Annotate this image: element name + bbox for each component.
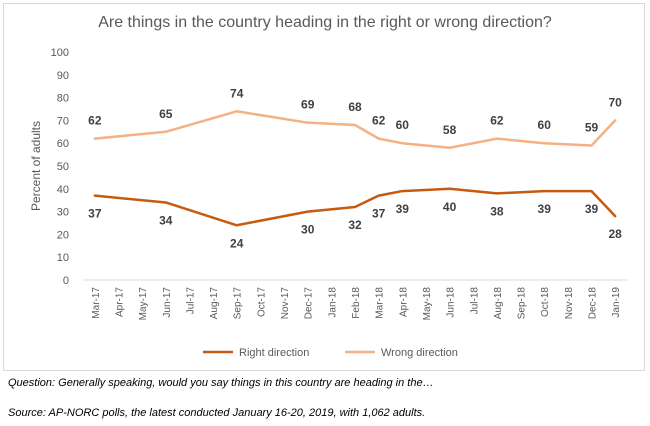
data-label: 32	[348, 218, 362, 232]
y-tick-label: 20	[57, 229, 69, 241]
data-label: 74	[230, 86, 244, 100]
data-label: 59	[585, 120, 599, 134]
data-label: 37	[88, 207, 102, 221]
series-layer	[93, 110, 617, 227]
series-line-wrong-direction	[93, 110, 617, 150]
data-label: 62	[490, 114, 504, 128]
x-tick-label: Sep-17	[233, 287, 244, 320]
data-label: 24	[230, 236, 244, 250]
x-tick-label: Jan-19	[611, 287, 622, 318]
data-label: 38	[490, 204, 504, 218]
question-footnote: Question: Generally speaking, would you …	[8, 377, 434, 389]
legend-label: Right direction	[239, 347, 309, 359]
y-tick-label: 70	[57, 115, 69, 127]
y-tick-label: 90	[57, 70, 69, 82]
x-tick-label: Nov-18	[564, 287, 575, 320]
x-axis: Mar-17 Apr-17 May-17 Jun-17 Jul-17 Aug-17 Sep-…	[83, 279, 627, 321]
x-tick-label: Jun-18	[446, 287, 457, 318]
x-tick-label: Nov-17	[280, 287, 291, 320]
x-tick-label: Sep-18	[517, 287, 528, 320]
data-label: 34	[159, 213, 173, 227]
y-tick-label: 80	[57, 93, 69, 105]
x-tick-label: Oct-18	[540, 287, 551, 317]
x-tick-label: Jul-18	[469, 287, 480, 315]
data-label: 69	[301, 98, 315, 112]
x-tick-label: Oct-17	[256, 287, 267, 317]
source-footnote: Source: AP-NORC polls, the latest conduc…	[8, 407, 426, 419]
data-label: 70	[608, 95, 622, 109]
chart-frame	[3, 3, 645, 371]
x-tick-label: Jun-17	[162, 287, 173, 318]
y-tick-label: 40	[57, 184, 69, 196]
x-tick-label: Aug-17	[209, 287, 220, 320]
legend: Right direction Wrong direction	[203, 347, 458, 359]
y-tick-label: 0	[63, 275, 69, 287]
legend-label: Wrong direction	[381, 347, 458, 359]
x-tick-label: Jul-17	[185, 287, 196, 315]
x-tick-label: Feb-18	[351, 287, 362, 319]
x-tick-label: Apr-17	[114, 287, 125, 317]
y-tick-label: 30	[57, 207, 69, 219]
data-label: 39	[538, 202, 552, 216]
data-label: 39	[585, 202, 599, 216]
x-tick-label: Mar-18	[375, 287, 386, 319]
data-label: 62	[372, 114, 386, 128]
data-label: 30	[301, 223, 315, 237]
series-line-right-direction	[93, 187, 617, 227]
x-tick-label: Apr-18	[398, 287, 409, 317]
x-tick-label: Dec-17	[304, 287, 315, 320]
x-tick-label: May-18	[422, 287, 433, 321]
y-tick-label: 60	[57, 138, 69, 150]
data-label: 37	[372, 207, 386, 221]
data-label: 60	[396, 118, 410, 132]
data-label: 60	[538, 118, 552, 132]
data-label: 68	[348, 100, 362, 114]
data-label: 28	[608, 227, 622, 241]
x-tick-label: Jan-18	[327, 287, 338, 318]
chart-title: Are things in the country heading in the…	[98, 14, 552, 31]
y-tick-label: 10	[57, 252, 69, 264]
y-axis: 0 10 20 30 40 50 60 70 80 90 100 Percent of adults	[29, 47, 69, 287]
y-axis-title: Percent of adults	[29, 121, 43, 211]
x-tick-label: Aug-18	[493, 287, 504, 320]
x-tick-label: Dec-18	[588, 287, 599, 320]
data-labels: 37 34 24 30 32 37 39 40 38 39 39 28 62 65 74 69 68 62 60 58…	[88, 86, 622, 250]
x-tick-label: May-17	[138, 287, 149, 321]
data-label: 40	[443, 200, 457, 214]
data-label: 62	[88, 114, 102, 128]
data-label: 65	[159, 107, 173, 121]
x-tick-label: Mar-17	[91, 287, 102, 319]
data-label: 58	[443, 123, 457, 137]
data-label: 39	[396, 202, 410, 216]
y-tick-label: 50	[57, 161, 69, 173]
y-tick-label: 100	[51, 47, 69, 59]
